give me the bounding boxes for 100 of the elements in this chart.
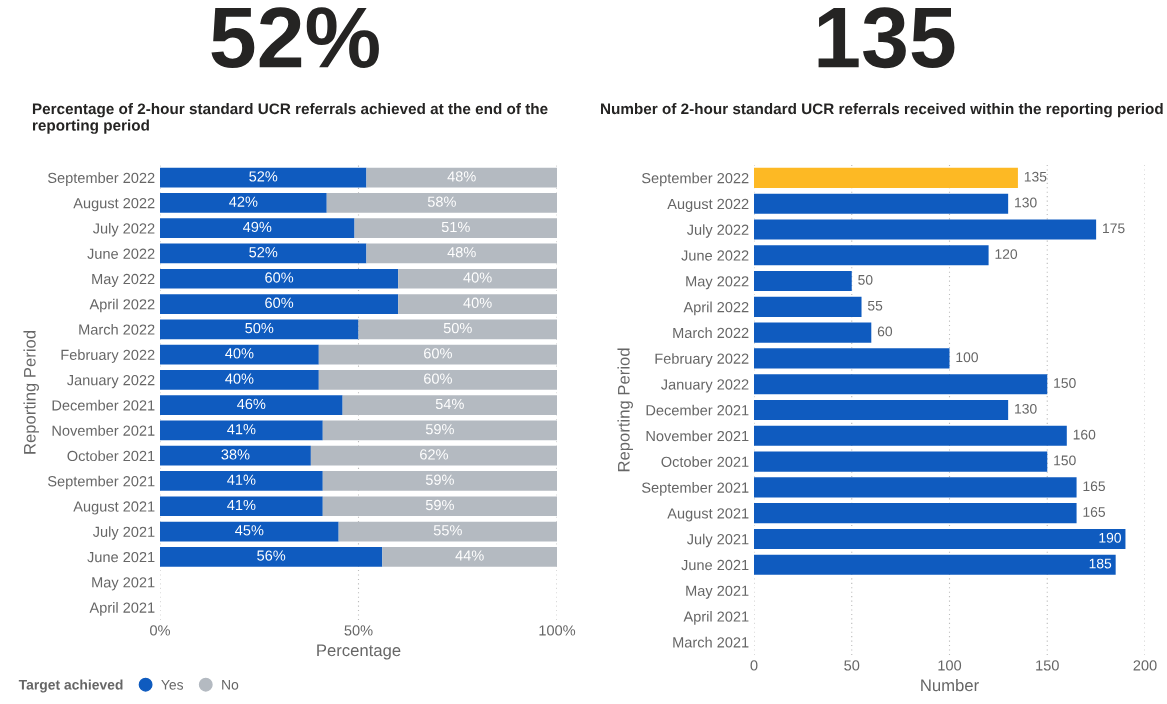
y-tick-label: November 2021 bbox=[52, 425, 155, 436]
y-tick-label: December 2021 bbox=[52, 399, 155, 411]
y-tick-label: July 2022 bbox=[92, 222, 155, 237]
text: 135 bbox=[818, 7, 955, 69]
x-tick-label: 0% bbox=[150, 625, 171, 636]
data-label: 150 bbox=[1054, 455, 1076, 466]
bar bbox=[754, 528, 1126, 550]
x-tick-label: 100% bbox=[539, 625, 576, 636]
data-label: 40% bbox=[463, 272, 492, 283]
data-label: 48% bbox=[447, 171, 476, 182]
y-tick-label: April 2021 bbox=[683, 611, 749, 625]
y-tick-label: June 2021 bbox=[87, 551, 155, 563]
y-tick-label: February 2022 bbox=[61, 349, 155, 363]
data-label: 42% bbox=[229, 196, 258, 207]
bar bbox=[754, 193, 1009, 214]
data-label: 59% bbox=[425, 474, 454, 485]
y-tick-label: August 2022 bbox=[73, 198, 155, 212]
bar bbox=[754, 451, 1048, 472]
data-label: 40% bbox=[225, 348, 254, 359]
data-label: 55 bbox=[867, 300, 883, 311]
data-label: 59% bbox=[425, 499, 454, 511]
bar bbox=[160, 243, 367, 264]
data-label: 60% bbox=[265, 272, 294, 283]
y-tick-label: August 2021 bbox=[667, 508, 749, 522]
bar bbox=[160, 395, 343, 415]
data-label: 120 bbox=[995, 249, 1018, 259]
bar bbox=[754, 245, 989, 266]
data-label: 50 bbox=[858, 274, 873, 285]
y-axis-title: Reporting Period bbox=[23, 331, 39, 454]
y-tick-label: April 2022 bbox=[683, 301, 749, 316]
y-tick-label: July 2021 bbox=[686, 533, 749, 548]
bar bbox=[754, 348, 950, 369]
y-tick-label: May 2021 bbox=[92, 577, 155, 591]
data-label: 49% bbox=[243, 221, 272, 233]
x-tick-label: 100 bbox=[938, 660, 962, 671]
data-label: 52% bbox=[249, 247, 278, 258]
y-tick-label: October 2021 bbox=[67, 450, 155, 462]
bar bbox=[160, 420, 323, 441]
bar bbox=[754, 270, 852, 292]
y-tick-label: July 2022 bbox=[686, 224, 749, 238]
bar bbox=[160, 218, 355, 239]
bar bbox=[160, 344, 319, 365]
y-tick-label: August 2022 bbox=[667, 198, 749, 212]
y-tick-label: October 2021 bbox=[661, 456, 749, 468]
x-tick-label: 0 bbox=[750, 660, 758, 671]
bar bbox=[754, 554, 1116, 575]
y-tick-label: March 2022 bbox=[673, 327, 749, 339]
y-tick-label: November 2021 bbox=[646, 430, 749, 442]
x-tick-label: 150 bbox=[1036, 660, 1059, 671]
y-tick-label: April 2022 bbox=[89, 298, 155, 313]
y-tick-label: May 2022 bbox=[92, 273, 155, 288]
bar bbox=[318, 370, 557, 390]
legend-title: Target achieved bbox=[18, 679, 123, 693]
y-tick-label: September 2022 bbox=[641, 172, 749, 187]
bar bbox=[754, 167, 1018, 188]
legend-label: No bbox=[222, 680, 239, 690]
bar bbox=[160, 471, 323, 491]
bar bbox=[160, 496, 323, 517]
x-tick-label: 200 bbox=[1133, 660, 1157, 671]
data-label: 40% bbox=[225, 373, 254, 384]
data-label: 44% bbox=[455, 550, 484, 561]
bar bbox=[160, 193, 327, 213]
data-label: 50% bbox=[245, 322, 274, 334]
data-label: 60% bbox=[424, 348, 452, 359]
data-label: 130 bbox=[1015, 197, 1037, 208]
text: 52% bbox=[211, 7, 379, 69]
bar bbox=[160, 167, 367, 188]
data-label: 41% bbox=[227, 499, 256, 511]
data-label: 46% bbox=[237, 398, 266, 410]
data-label: 41% bbox=[227, 424, 256, 435]
y-tick-label: July 2021 bbox=[92, 526, 155, 540]
bar bbox=[310, 445, 557, 466]
bar bbox=[754, 322, 872, 343]
y-tick-label: March 2021 bbox=[673, 636, 749, 648]
data-label: 59% bbox=[425, 424, 454, 435]
y-tick-label: September 2022 bbox=[47, 172, 155, 186]
y-tick-label: January 2022 bbox=[661, 379, 749, 393]
y-tick-label: June 2022 bbox=[681, 250, 749, 261]
data-label: 41% bbox=[227, 474, 256, 485]
data-label: 62% bbox=[420, 449, 449, 460]
bar bbox=[754, 296, 862, 317]
y-tick-label: January 2022 bbox=[67, 374, 155, 389]
data-label: 60% bbox=[424, 373, 452, 384]
data-label: 160 bbox=[1073, 429, 1096, 440]
x-axis-title: Percentage bbox=[317, 644, 401, 660]
data-label: 190 bbox=[1099, 532, 1121, 543]
y-tick-label: May 2022 bbox=[686, 276, 749, 290]
bar bbox=[754, 425, 1067, 446]
y-tick-label: April 2021 bbox=[89, 602, 155, 616]
data-label: 150 bbox=[1054, 378, 1076, 388]
x-axis-title: Number bbox=[921, 679, 979, 692]
bar bbox=[160, 445, 311, 466]
chart-title: Percentage of 2-hour standard UCR referrals achieved at the end of the reporting period bbox=[32, 103, 548, 134]
data-label: 54% bbox=[435, 398, 464, 410]
bar bbox=[160, 521, 339, 542]
y-tick-label: August 2021 bbox=[73, 501, 155, 515]
x-tick-label: 50 bbox=[844, 660, 860, 671]
y-tick-label: March 2022 bbox=[79, 324, 155, 335]
bar bbox=[342, 395, 557, 415]
data-label: 48% bbox=[447, 247, 476, 258]
